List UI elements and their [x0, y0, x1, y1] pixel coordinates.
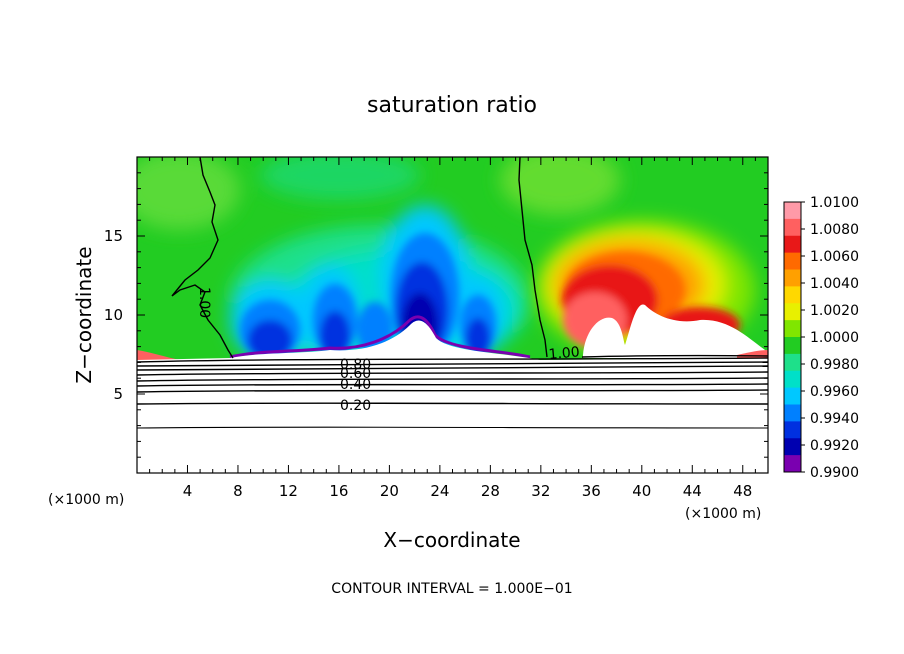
- x-tick-label: 44: [683, 482, 702, 500]
- contour-label-0.60: 0.60: [340, 366, 371, 382]
- y-tick-label: 15: [104, 227, 123, 245]
- contour-label-0.40: 0.40: [340, 377, 371, 393]
- colorbar-swatch: [784, 353, 801, 372]
- colorbar-swatch: [784, 337, 801, 355]
- colorbar-swatch: [784, 455, 801, 473]
- y-axis: 5 10 15: [104, 172, 768, 458]
- x-tick-label: 28: [481, 482, 500, 500]
- chart-title: saturation ratio: [367, 93, 537, 118]
- x-tick-label: 24: [430, 482, 449, 500]
- contour-1.00-middle: [518, 156, 548, 358]
- colorbar: 1.0100 1.0080 1.0060 1.0040 1.0020 1.0000 0.99…: [783, 195, 859, 481]
- colorbar-label: 1.0020: [810, 303, 859, 319]
- y-tick-label: 10: [104, 306, 123, 324]
- colorbar-swatch: [784, 320, 801, 338]
- x-tick-label: 8: [233, 482, 243, 500]
- colorbar-label: 1.0060: [810, 249, 859, 265]
- terrain-mask: [137, 320, 768, 473]
- x-units-left: (×1000 m): [48, 492, 124, 508]
- colorbar-label: 1.0080: [810, 222, 859, 238]
- max-saturation-region: [583, 304, 768, 358]
- colorbar-swatch: [784, 269, 801, 287]
- colorbar-swatch: [784, 235, 801, 254]
- colorbar-swatch: [784, 387, 801, 405]
- y-tick-label: 5: [113, 385, 123, 403]
- x-tick-label: 36: [582, 482, 601, 500]
- x-tick-label: 16: [329, 482, 348, 500]
- colorbar-swatch: [784, 421, 801, 439]
- x-tick-label: 12: [279, 482, 298, 500]
- colorbar-swatch: [784, 370, 801, 389]
- x-units-right: (×1000 m): [685, 506, 761, 522]
- colorbar-swatch: [784, 202, 801, 220]
- colorbar-swatch: [784, 438, 801, 456]
- colorbar-swatch: [784, 252, 801, 270]
- contour-lines: [136, 156, 769, 429]
- contour-labels: 0.80 0.60 0.40 0.20 1.00 1.00: [196, 287, 580, 414]
- colorbar-label: 0.9920: [810, 438, 859, 454]
- colorbar-label: 1.0000: [810, 330, 859, 346]
- x-tick-label: 40: [632, 482, 651, 500]
- contour-1.00-right: [581, 354, 769, 358]
- y-axis-label: Z−coordinate: [72, 246, 96, 383]
- x-axis-label: X−coordinate: [383, 528, 520, 552]
- colorbar-label: 0.9960: [810, 384, 859, 400]
- colorbar-label: 1.0100: [810, 195, 859, 211]
- contour-1.00-left: [171, 156, 234, 359]
- contour-interval-note: CONTOUR INTERVAL = 1.000E−01: [331, 581, 572, 597]
- x-tick-label: 20: [380, 482, 399, 500]
- colorbar-swatch: [784, 286, 801, 304]
- contour-label-0.80: 0.80: [340, 357, 371, 373]
- colorbar-label: 1.0040: [810, 276, 859, 292]
- saturation-field: [137, 157, 768, 473]
- x-tick-label: 48: [733, 482, 752, 500]
- contour-label-1.00-right: 1.00: [548, 344, 580, 363]
- colorbar-swatch: [784, 404, 801, 422]
- x-tick-label: 32: [531, 482, 550, 500]
- colorbar-label: 0.9900: [810, 465, 859, 481]
- colorbar-label: 0.9940: [810, 411, 859, 427]
- contour-label-1.00-left: 1.00: [196, 287, 212, 318]
- colorbar-swatch: [784, 303, 801, 321]
- x-axis: 4 8 12 16 20 24 28 32 36 40 44 48: [149, 157, 756, 500]
- x-tick-label: 4: [183, 482, 193, 500]
- colorbar-swatch: [784, 218, 801, 237]
- colorbar-label: 0.9980: [810, 357, 859, 373]
- contour-label-0.20: 0.20: [340, 398, 371, 414]
